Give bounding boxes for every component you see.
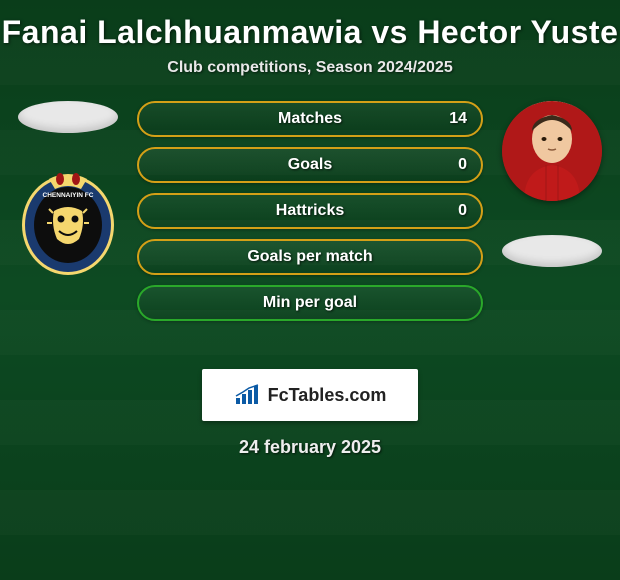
stat-label: Matches — [278, 110, 342, 128]
player-right-column — [492, 101, 612, 267]
stat-bar: Min per goal — [137, 285, 483, 321]
brand-text: FcTables.com — [268, 385, 387, 406]
stat-bar: Goals per match — [137, 239, 483, 275]
stat-value-right: 0 — [458, 202, 467, 220]
svg-text:CHENNAIYIN FC: CHENNAIYIN FC — [43, 192, 94, 199]
date-label: 24 february 2025 — [0, 437, 620, 458]
club-crest-left: CHENNAIYIN FC — [19, 167, 117, 277]
player-left-column: CHENNAIYIN FC — [8, 101, 128, 277]
stat-value-right: 0 — [458, 156, 467, 174]
player-avatar-right — [502, 101, 602, 201]
stat-bar: Matches 14 — [137, 101, 483, 137]
stat-label: Hattricks — [276, 202, 344, 220]
comparison-panel: CHENNAIYIN FC Matches 14 Goals 0 — [0, 101, 620, 351]
placeholder-oval-right — [502, 235, 602, 267]
stat-bar: Hattricks 0 — [137, 193, 483, 229]
stat-value-right: 14 — [449, 110, 467, 128]
stat-label: Goals per match — [247, 248, 372, 266]
stat-label: Min per goal — [263, 294, 357, 312]
chart-icon — [234, 384, 262, 406]
stat-bars: Matches 14 Goals 0 Hattricks 0 Goals per match… — [137, 101, 483, 321]
page-title: Fanai Lalchhuanmawia vs Hector Yuste — [0, 14, 620, 51]
brand-logo: FcTables.com — [202, 369, 418, 421]
placeholder-oval-left — [18, 101, 118, 133]
stat-label: Goals — [288, 156, 332, 174]
subtitle: Club competitions, Season 2024/2025 — [0, 59, 620, 77]
stat-bar: Goals 0 — [137, 147, 483, 183]
